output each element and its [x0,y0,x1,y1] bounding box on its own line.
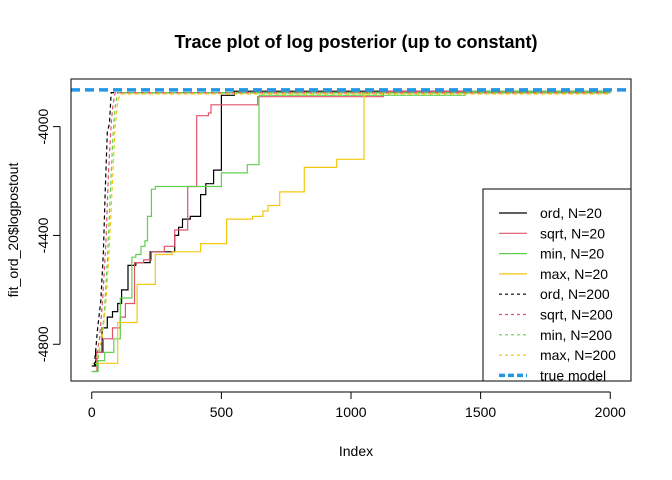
y-tick-label: -4800 [35,326,51,362]
series-line-max-n-200 [96,93,611,359]
x-tick-label: 1000 [335,404,366,420]
chart-title: Trace plot of log posterior (up to const… [175,32,538,52]
x-tick-label: 1500 [465,404,496,420]
legend-label: min, N=20 [540,246,604,262]
axes-layer: 0 500 1000 1500 2000 -4800 -4400 -4000 [35,78,632,420]
x-tick-label: 2000 [595,404,626,420]
x-tick-label: 0 [88,404,96,420]
legend-label: min, N=200 [540,327,612,343]
y-tick-label: -4400 [35,217,51,253]
x-tick-label: 500 [210,404,234,420]
y-tick-label: -4000 [35,108,51,144]
legend-label: sqrt, N=200 [540,307,613,323]
legend-label: true model [540,367,606,383]
series-layer [71,88,631,373]
series-line-ord-n-200 [93,91,611,367]
legend-label: ord, N=20 [540,205,602,221]
legend-label: max, N=200 [540,347,616,363]
series-line-max-n-20 [91,91,611,364]
series-line-sqrt-n-20 [91,90,611,373]
legend-label: max, N=20 [540,266,608,282]
x-axis-label: Index [339,443,373,459]
legend-box [482,188,632,382]
y-axis-label: fit_ord_20$logpostout [5,163,21,298]
legend-label: ord, N=200 [540,286,610,302]
legend: ord, N=20 sqrt, N=20 min, N=20 max, N=20 ord… [482,188,632,383]
series-line-min-n-20 [91,90,611,373]
legend-label: sqrt, N=20 [540,225,605,241]
series-line-sqrt-n-200 [95,91,611,361]
series-line-min-n-200 [95,91,611,367]
